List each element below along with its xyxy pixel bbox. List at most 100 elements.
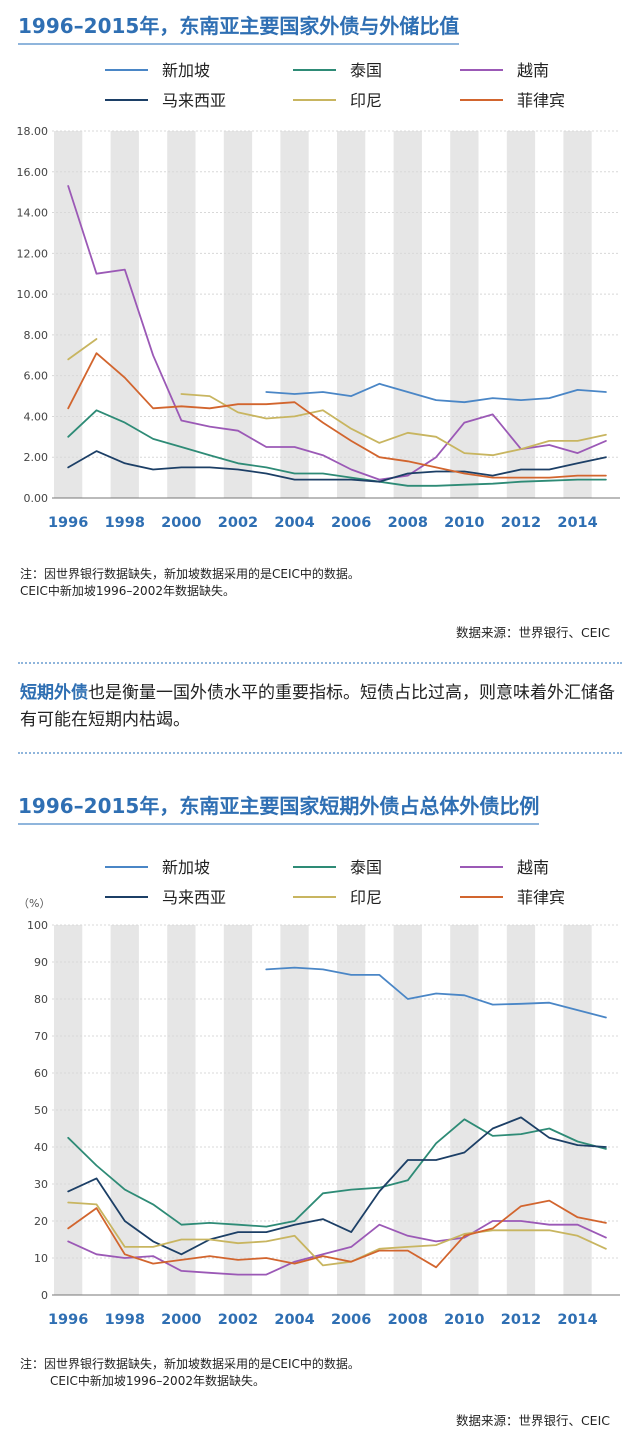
chart1-year-band <box>506 131 536 498</box>
chart2-x-tick-label: 2014 <box>557 1312 597 1328</box>
chart2-legend-label: 菲律宾 <box>517 888 565 907</box>
divider-bottom <box>18 752 622 754</box>
chart2-y-tick-label: 20 <box>34 1215 48 1228</box>
chart1-note-line2: CEIC中新加坡1996–2002年数据缺失。 <box>20 584 235 598</box>
chart1-x-tick-label: 2012 <box>501 515 541 531</box>
chart2-legend-label: 新加坡 <box>162 858 210 877</box>
chart1-year-band <box>563 131 592 498</box>
chart2-series-line-菲律宾 <box>67 1199 607 1269</box>
chart1-y-tick-label: 8.00 <box>24 329 49 342</box>
chart1-y-tick-label: 2.00 <box>24 451 49 464</box>
chart1-legend-item: 新加坡 <box>105 61 210 80</box>
chart2-x-tick-label: 2002 <box>218 1312 258 1328</box>
chart2-y-tick-label: 10 <box>34 1252 48 1265</box>
chart2-series-line-越南 <box>67 1220 607 1276</box>
chart1-series-line-新加坡 <box>265 382 607 404</box>
chart1-x-tick-label: 2006 <box>331 515 371 531</box>
chart2-legend-label: 越南 <box>517 858 549 877</box>
chart1-year-band <box>223 131 253 498</box>
chart1-series-line-印尼 <box>67 338 98 361</box>
chart1-year-band <box>280 131 309 498</box>
chart1-x-tick-label: 2008 <box>388 515 428 531</box>
chart2-legend-item: 印尼 <box>293 888 382 907</box>
chart2-x-tick-label: 2012 <box>501 1312 541 1328</box>
chart2-legend-item: 越南 <box>460 858 549 877</box>
chart1-x-tick-label: 1998 <box>105 515 145 531</box>
chart2-y-tick-label: 90 <box>34 956 48 969</box>
chart2-y-tick-label: 70 <box>34 1030 48 1043</box>
chart1-x-tick-label: 2014 <box>557 515 597 531</box>
chart1-series-line-菲律宾 <box>67 352 607 479</box>
chart2-x-tick-label: 2008 <box>388 1312 428 1328</box>
chart2-note-line1: 注：因世界银行数据缺失，新加坡数据采用的是CEIC中的数据。 <box>20 1357 360 1371</box>
divider-top <box>18 662 622 664</box>
chart2-x-tick-label: 2004 <box>274 1312 314 1328</box>
chart1-y-tick-label: 18.00 <box>17 125 49 138</box>
chart2-y-tick-label: 100 <box>27 919 48 932</box>
chart1-x-tick-label: 1996 <box>48 515 88 531</box>
chart2-legend-item: 新加坡 <box>105 858 210 877</box>
chart2-x-tick-label: 2006 <box>331 1312 371 1328</box>
chart1-y-tick-label: 16.00 <box>17 166 49 179</box>
chart1-legend-item: 马来西亚 <box>105 91 226 110</box>
chart1-year-band <box>450 131 479 498</box>
chart2-series-line-马来西亚 <box>67 1116 607 1256</box>
chart1-series-line-马来西亚 <box>67 450 607 483</box>
chart1-x-tick-label: 2010 <box>444 515 484 531</box>
chart2-series-line-泰国 <box>67 1118 607 1228</box>
paragraph-text: 也是衡量一国外债水平的重要指标。短债占比过高，则意味着外汇储备有可能在短期内枯竭… <box>20 683 615 730</box>
intro-paragraph: 短期外债也是衡量一国外债水平的重要指标。短债占比过高，则意味着外汇储备有可能在短… <box>20 680 620 734</box>
chart1-y-tick-label: 12.00 <box>17 247 49 260</box>
chart1-y-tick-label: 10.00 <box>17 288 49 301</box>
chart2-x-tick-label: 1998 <box>105 1312 145 1328</box>
chart1-series-line-越南 <box>67 185 607 481</box>
chart1-x-tick-label: 2000 <box>161 515 201 531</box>
chart1-year-band <box>110 131 139 498</box>
chart1-series-line-泰国 <box>67 409 607 487</box>
chart2-x-tick-label: 2000 <box>161 1312 201 1328</box>
chart2-legend-item: 马来西亚 <box>105 888 226 907</box>
chart1-legend-item: 印尼 <box>293 91 382 110</box>
chart2-y-tick-label: 40 <box>34 1141 48 1154</box>
chart2-legend-label: 泰国 <box>350 858 382 877</box>
chart1-year-band <box>393 131 422 498</box>
chart1-legend-item: 泰国 <box>293 61 382 80</box>
chart2-x-tick-label: 1996 <box>48 1312 88 1328</box>
chart2-legend-item: 泰国 <box>293 858 382 877</box>
chart2-source: 数据来源：世界银行、CEIC <box>455 1413 610 1428</box>
chart2-legend-label: 马来西亚 <box>162 888 226 907</box>
chart1-y-tick-label: 0.00 <box>24 492 49 505</box>
chart1-note: 注：因世界银行数据缺失，新加坡数据采用的是CEIC中的数据。 CEIC中新加坡1… <box>20 566 360 600</box>
chart2-y-tick-label: 60 <box>34 1067 48 1080</box>
chart1-legend-item: 菲律宾 <box>460 91 565 110</box>
chart2-y-tick-label: 0 <box>41 1289 48 1302</box>
chart1-year-band <box>337 131 366 498</box>
chart2-legend-label: 印尼 <box>350 888 382 907</box>
chart2-note-line2: CEIC中新加坡1996–2002年数据缺失。 <box>50 1374 265 1388</box>
chart1-x-tick-label: 2002 <box>218 515 258 531</box>
paragraph-highlight: 短期外债 <box>20 683 88 703</box>
chart1-note-line1: 注：因世界银行数据缺失，新加坡数据采用的是CEIC中的数据。 <box>20 567 360 581</box>
chart2-note: 注：因世界银行数据缺失，新加坡数据采用的是CEIC中的数据。 CEIC中新加坡1… <box>20 1356 360 1390</box>
chart1-legend-label: 马来西亚 <box>162 91 226 110</box>
chart2-legend-item: 菲律宾 <box>460 888 565 907</box>
chart1-source: 数据来源：世界银行、CEIC <box>455 625 610 640</box>
chart1-legend-label: 菲律宾 <box>517 91 565 110</box>
chart2-title: 1996–2015年，东南亚主要国家短期外债占总体外债比例 <box>18 790 540 825</box>
chart2-y-tick-label: 50 <box>34 1104 48 1117</box>
chart1-year-band <box>167 131 196 498</box>
chart1-y-tick-label: 14.00 <box>17 207 49 220</box>
chart1-x-tick-label: 2004 <box>274 515 314 531</box>
chart2-series-line-新加坡 <box>265 966 607 1019</box>
chart1-y-tick-label: 6.00 <box>24 370 49 383</box>
chart1-legend-label: 新加坡 <box>162 61 210 80</box>
chart2-x-tick-label: 2010 <box>444 1312 484 1328</box>
chart2-y-unit: （%） <box>18 897 50 910</box>
chart2-y-tick-label: 30 <box>34 1178 48 1191</box>
chart1-legend-label: 印尼 <box>350 91 382 110</box>
chart2-y-tick-label: 80 <box>34 993 48 1006</box>
chart1-legend-item: 越南 <box>460 61 549 80</box>
chart1-series-line-印尼 <box>180 393 607 457</box>
